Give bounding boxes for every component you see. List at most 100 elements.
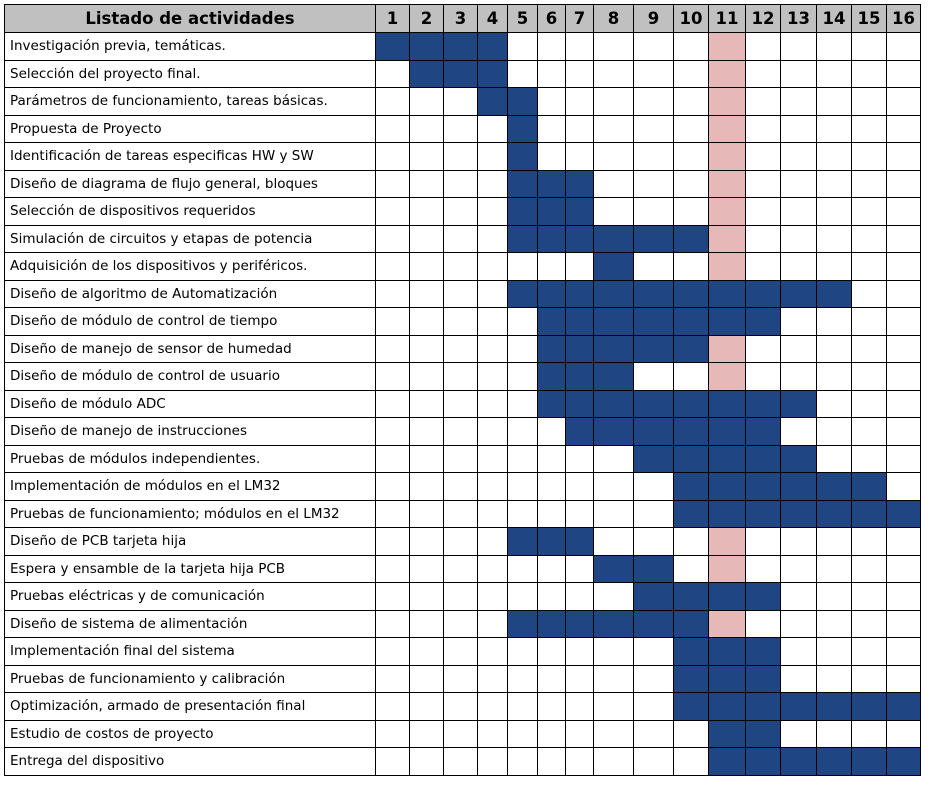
- week-cell-empty: [507, 637, 538, 666]
- week-cell-empty: [375, 719, 410, 748]
- header-row: Listado de actividades 1 2 3 4 5 6 7 8 9 10 11 12 13…: [4, 4, 921, 33]
- week-cell-filled: [673, 307, 709, 336]
- week-cell-empty: [780, 527, 817, 556]
- week-cell-empty: [477, 389, 508, 418]
- week-cell-highlight: [708, 32, 746, 61]
- week-cell-empty: [409, 252, 444, 281]
- activity-row: Pruebas de funcionamiento y calibración: [4, 664, 921, 693]
- week-cell-empty: [745, 334, 781, 363]
- week-cell-empty: [633, 169, 674, 198]
- week-cell-empty: [477, 142, 508, 171]
- week-cell-empty: [443, 169, 478, 198]
- week-cell-highlight: [708, 609, 746, 638]
- week-cell-empty: [886, 719, 921, 748]
- week-cell-empty: [745, 252, 781, 281]
- week-cell-empty: [851, 252, 887, 281]
- week-cell-highlight: [708, 334, 746, 363]
- week-cell-empty: [409, 719, 444, 748]
- week-cell-empty: [851, 32, 887, 61]
- week-cell-filled: [673, 499, 709, 528]
- week-cell-filled: [593, 279, 634, 308]
- week-cell-empty: [537, 747, 566, 776]
- week-cell-empty: [851, 554, 887, 583]
- week-cell-empty: [633, 637, 674, 666]
- week-cell-empty: [507, 692, 538, 721]
- week-cell-empty: [816, 582, 852, 611]
- week-cell-empty: [851, 279, 887, 308]
- week-cell-empty: [375, 499, 410, 528]
- week-cell-empty: [886, 142, 921, 171]
- week-cell-highlight: [708, 527, 746, 556]
- week-cell-empty: [886, 362, 921, 391]
- week-cell-empty: [507, 334, 538, 363]
- activity-row: Propuesta de Proyecto: [4, 114, 921, 143]
- week-cell-empty: [537, 472, 566, 501]
- week-cell-empty: [780, 32, 817, 61]
- activity-row: Diseño de módulo de control de usuario: [4, 362, 921, 391]
- activity-row: Adquisición de los dispositivos y perifé…: [4, 252, 921, 281]
- week-cell-filled: [593, 334, 634, 363]
- week-cell-filled: [537, 527, 566, 556]
- activity-name: Diseño de módulo de control de usuario: [4, 362, 376, 391]
- week-cell-empty: [477, 582, 508, 611]
- week-cell-empty: [375, 59, 410, 88]
- week-cell-filled: [851, 472, 887, 501]
- week-cell-empty: [593, 169, 634, 198]
- week-header-4: 4: [477, 4, 508, 33]
- week-cell-empty: [851, 224, 887, 253]
- week-cell-filled: [708, 719, 746, 748]
- week-cell-empty: [886, 252, 921, 281]
- week-cell-filled: [507, 527, 538, 556]
- week-cell-empty: [477, 362, 508, 391]
- week-cell-filled: [673, 417, 709, 446]
- week-cell-filled: [507, 87, 538, 116]
- week-cell-empty: [375, 224, 410, 253]
- week-cell-filled: [816, 279, 852, 308]
- activity-name: Pruebas eléctricas y de comunicación: [4, 582, 376, 611]
- week-cell-filled: [745, 719, 781, 748]
- week-cell-empty: [745, 169, 781, 198]
- week-cell-empty: [780, 87, 817, 116]
- week-cell-empty: [745, 362, 781, 391]
- week-cell-empty: [443, 362, 478, 391]
- week-cell-empty: [375, 142, 410, 171]
- week-cell-empty: [593, 59, 634, 88]
- week-cell-empty: [477, 169, 508, 198]
- activity-name: Pruebas de módulos independientes.: [4, 444, 376, 473]
- week-cell-empty: [816, 224, 852, 253]
- week-cell-empty: [507, 472, 538, 501]
- week-cell-filled: [708, 389, 746, 418]
- week-cell-empty: [780, 334, 817, 363]
- week-cell-empty: [443, 637, 478, 666]
- week-cell-empty: [375, 417, 410, 446]
- week-cell-empty: [443, 692, 478, 721]
- week-cell-filled: [477, 87, 508, 116]
- week-cell-empty: [593, 637, 634, 666]
- week-cell-empty: [409, 417, 444, 446]
- week-cell-empty: [375, 114, 410, 143]
- week-cell-filled: [507, 197, 538, 226]
- week-cell-empty: [477, 527, 508, 556]
- activity-row: Investigación previa, temáticas.: [4, 32, 921, 61]
- activity-name: Parámetros de funcionamiento, tareas bás…: [4, 87, 376, 116]
- week-cell-empty: [477, 719, 508, 748]
- week-cell-empty: [565, 582, 594, 611]
- week-cell-empty: [816, 252, 852, 281]
- week-cell-empty: [565, 252, 594, 281]
- week-cell-filled: [443, 32, 478, 61]
- week-cell-empty: [851, 582, 887, 611]
- week-cell-empty: [886, 307, 921, 336]
- week-cell-filled: [593, 554, 634, 583]
- activity-name: Adquisición de los dispositivos y perifé…: [4, 252, 376, 281]
- week-cell-empty: [886, 197, 921, 226]
- week-cell-empty: [409, 197, 444, 226]
- week-cell-empty: [851, 114, 887, 143]
- week-cell-filled: [593, 362, 634, 391]
- week-cell-empty: [780, 554, 817, 583]
- week-header-5: 5: [507, 4, 538, 33]
- week-cell-empty: [886, 389, 921, 418]
- week-cell-highlight: [708, 169, 746, 198]
- week-cell-empty: [816, 444, 852, 473]
- week-cell-filled: [708, 664, 746, 693]
- week-cell-filled: [565, 609, 594, 638]
